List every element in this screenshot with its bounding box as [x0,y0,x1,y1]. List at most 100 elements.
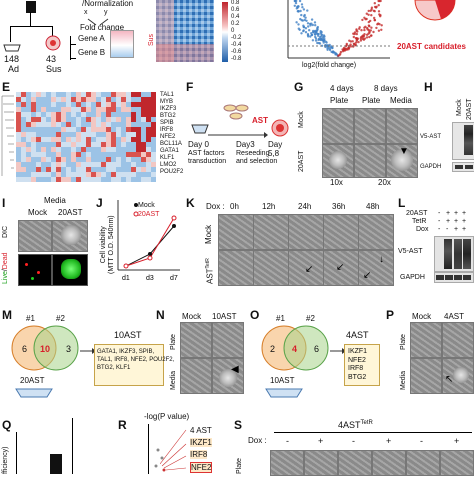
heatmap-cell [101,132,106,137]
heatmap-cell [81,172,86,177]
volcano-point [312,30,315,34]
heatmap-cell [71,112,76,117]
heatmap-cell [116,132,121,137]
gene-b-label: Gene B [78,48,106,57]
heatmap-cell [151,142,156,147]
heatmap-cell [41,152,46,157]
heatmap-cell [111,107,116,112]
heatmap-cell [21,132,26,137]
heatmap-cell [126,107,131,112]
heatmap-cell [71,177,76,182]
heatmap-cell [101,142,106,147]
heatmap-cell [151,137,156,142]
heatmap-cell [121,122,126,127]
set1-label: #1 [26,314,35,323]
media-label: Media [390,96,412,105]
heatmap-cell [41,177,46,182]
heatmap-cell [141,92,146,97]
heatmap-cell [146,147,151,152]
series-point-ast [171,215,177,221]
heatmap-cell [126,172,131,177]
heatmap-cell [76,167,81,172]
heatmap-cell [91,102,96,107]
heatmap-cell [81,122,86,127]
live-dead-label: Live/Dead [2,252,9,284]
heatmap-cell [61,92,66,97]
heatmap-cell [146,132,151,137]
heatmap-cell [116,112,121,117]
heatmap-cell [26,132,31,137]
volcano-point [296,10,299,13]
volcano-point [362,34,366,38]
volcano-point [339,52,342,56]
heatmap-cell [126,152,131,157]
heatmap-cell [146,112,151,117]
volcano-point [351,40,354,43]
heatmap-cell [96,177,101,182]
l-val: + [462,226,467,233]
heatmap-cell [51,127,56,132]
heatmap-cell [126,177,131,182]
volcano-point [377,29,381,32]
heatmap-cell [111,142,116,147]
heatmap-cell [16,117,21,122]
heatmap-cell [141,127,146,132]
heatmap-cell [91,157,96,162]
heatmap-cell [16,102,21,107]
heatmap-cell [81,132,86,137]
heatmap-cell [61,162,66,167]
heatmap-cell [96,122,101,127]
heatmap-cell [66,122,71,127]
volcano-point [307,35,310,38]
heatmap-cell [86,92,91,97]
heatmap-cell [31,177,36,182]
heatmap-cell [46,177,51,182]
heatmap-cell [151,162,156,167]
volcano-point [303,18,306,22]
heatmap-cell [21,167,26,172]
heatmap-cell [131,177,136,182]
volcano-point [337,54,340,57]
volcano-point [316,25,319,29]
heatmap-cell [141,142,146,147]
volcano-point [379,0,382,3]
q-ylabel: fficiency) [2,446,9,475]
heatmap-cell [41,162,46,167]
blot-gapdh [434,272,474,283]
heatmap-cell [56,102,61,107]
heatmap-cell [136,167,141,172]
heatmap-cell [81,107,86,112]
heatmap-cell [81,162,86,167]
micrograph: ◀ [212,358,244,394]
volcano-point [314,37,318,40]
heatmap-cell [36,137,41,142]
heatmap-cell [136,137,141,142]
heatmap-cell [71,97,76,102]
heatmap-cell [26,112,31,117]
l-val: - [438,218,441,225]
heatmap-cell [86,112,91,117]
heatmap-cell [31,112,36,117]
volcano-point [308,29,311,32]
heatmap-cell [91,97,96,102]
l-val: + [446,218,451,225]
heatmap-cell [41,142,46,147]
heatmap-cell [121,92,126,97]
heatmap-cell [76,127,81,132]
color-scale-bar [222,2,228,62]
day0-sub: AST factors transduction [188,150,227,165]
heatmap-cell [26,177,31,182]
l-val: + [454,210,459,217]
heatmap-cell [46,147,51,152]
scale-tick-6: -0.4 [231,42,242,48]
gene-list-box: GATA1, IKZF3, SPIB, TAL1, IRF8, NFE2, PO… [94,344,174,386]
heatmap-cell [136,107,141,112]
volcano-point [302,26,306,29]
heatmap-cell [41,167,46,172]
heatmap-cell [21,137,26,142]
heatmap-cell [26,152,31,157]
heatmap-cell [21,117,26,122]
panel-o: #1 #2 2 4 6 10AST 4AST IKZF1 NFE2 IRF8 B… [250,312,380,400]
heatmap-cell [151,167,156,172]
heatmap-cell [116,167,121,172]
